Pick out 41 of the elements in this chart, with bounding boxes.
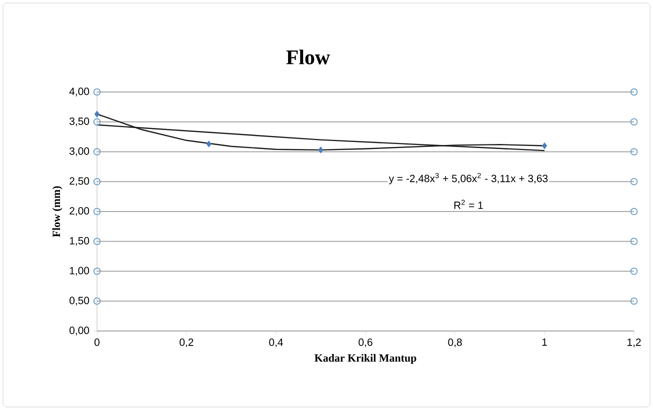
point (630, 238, 638, 246)
x-tick-label: 1 (542, 338, 547, 346)
x-tick-label: 0,2 (180, 338, 194, 348)
y-tick-label: 0,00 (70, 326, 90, 336)
point (93, 208, 101, 216)
point (318, 146, 324, 154)
y-tick-label: 4,00 (69, 88, 90, 96)
y-tick-label: 3,00 (70, 147, 90, 156)
point (630, 208, 638, 216)
annotation: R$^{2}$ = 1 (454, 200, 483, 209)
point (93, 148, 101, 156)
point (630, 148, 638, 156)
point (206, 140, 212, 148)
point (93, 297, 101, 305)
y-tick-label: 2,00 (70, 207, 90, 216)
y-axis-title: Flow (mm) (52, 186, 62, 238)
point (542, 142, 548, 150)
point (93, 268, 101, 275)
point (630, 88, 638, 96)
y-tick-label: 3,50 (70, 118, 90, 126)
point (630, 118, 638, 126)
x-tick-label: 0,8 (448, 338, 462, 348)
x-axis-title: Kadar Krikil Mantup (314, 354, 416, 364)
point (630, 297, 638, 305)
x-tick-label: 1,2 (628, 338, 641, 348)
y-tick-label: 2,50 (70, 177, 90, 186)
point (93, 118, 101, 126)
annotation: y = -2,48x$^{3}$ + 5,06x$^{2}$ - 3,11x + 3,63 (388, 173, 548, 184)
y-tick-label: 1,50 (70, 237, 90, 246)
point (630, 268, 638, 275)
point (93, 88, 101, 96)
x-tick-label: 0,6 (358, 338, 372, 348)
point (94, 110, 100, 118)
y-tick-label: 1,00 (70, 266, 90, 276)
point (630, 178, 638, 186)
x-tick-label: 0 (94, 338, 100, 346)
chart-title: Flow (286, 50, 330, 64)
point (93, 238, 101, 246)
y-tick-label: 0,50 (70, 296, 90, 306)
x-tick-label: 0,4 (269, 338, 283, 348)
point (93, 178, 101, 186)
